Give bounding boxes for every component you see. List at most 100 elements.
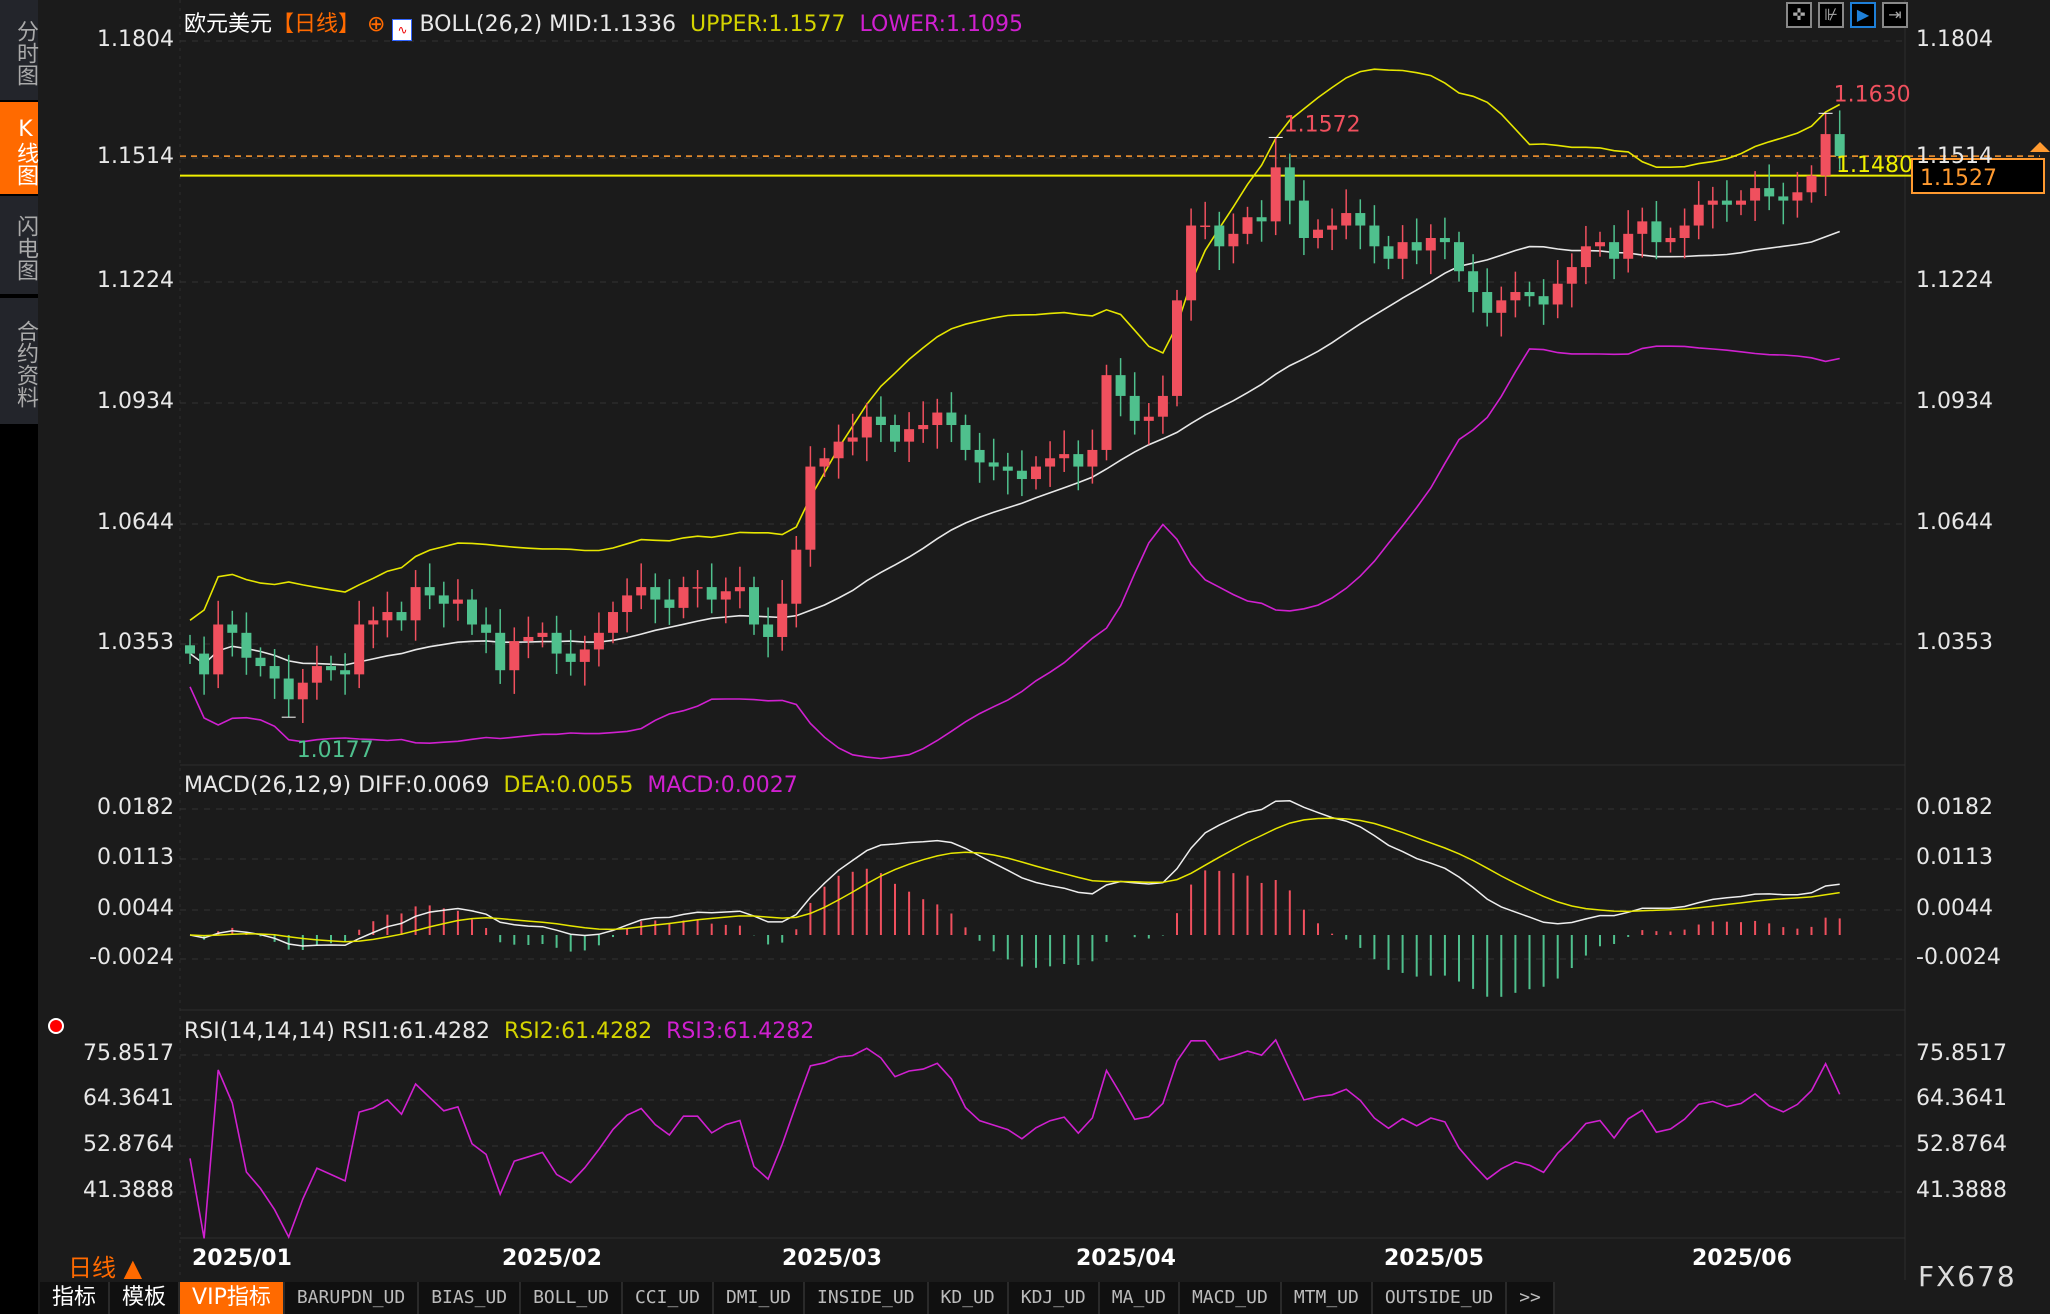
candle-body: [424, 587, 435, 596]
candle-body: [1693, 204, 1704, 226]
candle-body: [410, 587, 421, 621]
price-tick-left: 1.1804: [97, 27, 174, 52]
current-price-box: [1911, 158, 2045, 194]
candle-body: [1496, 300, 1507, 313]
candle-body: [509, 641, 520, 671]
tab-cci-ud[interactable]: CCI_UD: [622, 1282, 714, 1314]
record-icon[interactable]: [48, 1018, 64, 1034]
sidebar-item-timeshare[interactable]: 分时图: [0, 0, 38, 100]
tab-inside-ud[interactable]: INSIDE_UD: [805, 1282, 929, 1314]
price-tick-right: 1.0644: [1916, 510, 1993, 535]
month-label: 2025/05: [1384, 1246, 1484, 1271]
price-tick-right: 1.1514: [1916, 144, 1993, 169]
sidebar-item-kline[interactable]: K线图: [0, 102, 38, 194]
macd-tick-left: 0.0182: [97, 795, 174, 820]
month-label: 2025/02: [502, 1246, 602, 1271]
candle-body: [692, 587, 703, 589]
candle-body: [749, 587, 759, 625]
candle-body: [1566, 267, 1577, 284]
tab-dmi-ud[interactable]: DMI_UD: [713, 1282, 805, 1314]
tab-macd-ud[interactable]: MACD_UD: [1179, 1282, 1282, 1314]
candle-body: [847, 437, 858, 442]
candle-body: [1115, 375, 1126, 396]
candle-body: [1806, 175, 1817, 193]
candle-body: [1707, 200, 1718, 205]
candle-body: [1101, 375, 1112, 450]
candle-body: [199, 653, 210, 675]
tab-outside-ud[interactable]: OUTSIDE_UD: [1372, 1282, 1508, 1314]
candle-body: [1369, 225, 1380, 247]
macd-tick-right: -0.0024: [1916, 945, 2001, 970]
indicator-chart-icon[interactable]: ∿: [392, 19, 413, 41]
candle-body: [551, 632, 562, 654]
range-icon[interactable]: ⊮: [1818, 2, 1844, 28]
macd-tick-right: 0.0182: [1916, 795, 1993, 820]
add-icon[interactable]: ⊕: [367, 12, 386, 37]
tab-vip-[interactable]: VIP指标: [180, 1282, 285, 1314]
rsi1: RSI1:61.4282: [341, 1019, 490, 1044]
tab-ma-ud[interactable]: MA_UD: [1099, 1282, 1180, 1314]
candle-body: [1143, 416, 1154, 421]
candle-body: [1383, 246, 1394, 259]
hline-label: 1.1480: [1836, 153, 1913, 178]
sidebar-item-contract-info[interactable]: 合约资料: [0, 298, 38, 424]
candle-body: [185, 645, 195, 654]
candle-body: [1313, 229, 1323, 238]
rsi-tick-right: 52.8764: [1916, 1132, 2007, 1157]
tab-kd-ud[interactable]: KD_UD: [928, 1282, 1009, 1314]
candle-body: [974, 449, 985, 463]
tab--[interactable]: >>: [1507, 1282, 1555, 1314]
candle-body: [706, 587, 717, 600]
candle-body: [1411, 242, 1422, 251]
candle-body: [354, 624, 365, 675]
play-chart-icon[interactable]: ▶: [1850, 2, 1876, 28]
mid-high-label: 1.1572: [1284, 112, 1361, 137]
month-label: 2025/03: [782, 1246, 882, 1271]
candle-body: [1721, 200, 1732, 205]
tab-barupdn-ud[interactable]: BARUPDN_UD: [284, 1282, 420, 1314]
sidebar-item-flash[interactable]: 闪电图: [0, 196, 38, 294]
tab--[interactable]: 模板: [110, 1282, 181, 1314]
boll-lower: LOWER:1.1095: [859, 12, 1023, 37]
period-toggle[interactable]: 日线 ▲: [68, 1254, 143, 1282]
price-tick-right: 1.1224: [1916, 268, 1993, 293]
move-right-icon[interactable]: ⇥: [1882, 2, 1908, 28]
candle-body: [1637, 221, 1648, 234]
candle-body: [1327, 225, 1338, 230]
month-label: 2025/06: [1692, 1246, 1792, 1271]
tab--[interactable]: 指标: [40, 1282, 111, 1314]
price-tick-right: 1.0934: [1916, 389, 1993, 414]
boll-upper-line: [189, 68, 1841, 621]
period-label[interactable]: 【日线】: [272, 12, 361, 37]
macd-tick-left: 0.0044: [97, 896, 174, 921]
candle-body: [1468, 271, 1479, 293]
candle-body: [946, 412, 957, 426]
crosshair-icon[interactable]: ✜: [1786, 2, 1812, 28]
candle-body: [904, 429, 915, 442]
candle-body: [988, 462, 999, 467]
tab-bias-ud[interactable]: BIAS_UD: [419, 1282, 522, 1314]
candle-body: [213, 624, 224, 675]
candle-body: [368, 620, 379, 625]
high-label: 1.1630: [1834, 82, 1911, 107]
rsi-tick-left: 75.8517: [83, 1041, 174, 1066]
candle-body: [523, 636, 534, 642]
boll-mid-line: [189, 230, 1840, 666]
boll-label: BOLL(26,2): [419, 12, 543, 37]
price-tick-left: 1.0644: [97, 510, 174, 535]
candle-body: [1129, 395, 1140, 421]
tab-kdj-ud[interactable]: KDJ_UD: [1008, 1282, 1100, 1314]
brand-logo: FX678: [1918, 1260, 2017, 1293]
candle-body: [241, 632, 252, 658]
macd-tick-left: -0.0024: [89, 945, 174, 970]
macd-diff-line: [189, 800, 1840, 947]
candle-body: [1172, 300, 1182, 396]
candle-body: [1059, 454, 1070, 459]
macd-value: MACD:0.0027: [647, 773, 798, 798]
candle-body: [960, 425, 971, 450]
candle-body: [396, 612, 407, 621]
tab-boll-ud[interactable]: BOLL_UD: [521, 1282, 623, 1314]
boll-mid: MID:1.1336: [549, 12, 676, 37]
tab-mtm-ud[interactable]: MTM_UD: [1281, 1282, 1373, 1314]
